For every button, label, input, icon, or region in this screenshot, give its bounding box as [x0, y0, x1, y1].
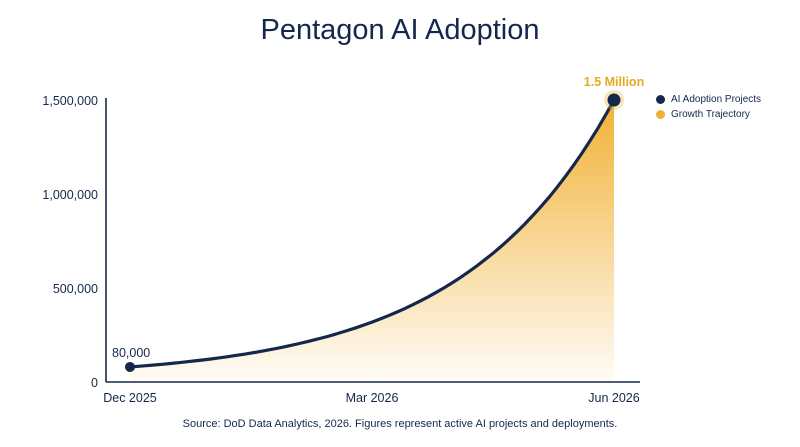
x-tick-label: Dec 2025 — [103, 391, 157, 405]
chart-legend: AI Adoption Projects Growth Trajectory — [656, 92, 761, 122]
legend-swatch-adoption — [656, 95, 665, 104]
x-tick-label: Jun 2026 — [588, 391, 639, 405]
legend-item-trajectory: Growth Trajectory — [656, 107, 761, 122]
chart-title: Pentagon AI Adoption — [260, 14, 540, 46]
adoption-line — [128, 98, 616, 369]
y-tick-label: 500,000 — [53, 282, 98, 296]
y-tick-label: 1,500,000 — [42, 94, 98, 108]
data-point-start — [125, 361, 135, 372]
legend-swatch-trajectory — [656, 110, 665, 119]
y-tick-label: 1,000,000 — [42, 188, 98, 202]
legend-item-adoption: AI Adoption Projects — [656, 92, 761, 107]
annotation-start-value: 80,000 — [112, 346, 150, 360]
data-point-end — [607, 93, 621, 107]
source-note: Source: DoD Data Analytics, 2026. Figure… — [182, 418, 618, 430]
legend-label-adoption: AI Adoption Projects — [671, 94, 762, 105]
y-tick-label: 0 — [91, 376, 98, 390]
growth-trajectory-area — [130, 100, 614, 382]
annotation-end-value: 1.5 Million — [584, 75, 644, 89]
x-tick-label: Mar 2026 — [346, 391, 399, 405]
legend-label-trajectory: Growth Trajectory — [671, 109, 750, 120]
